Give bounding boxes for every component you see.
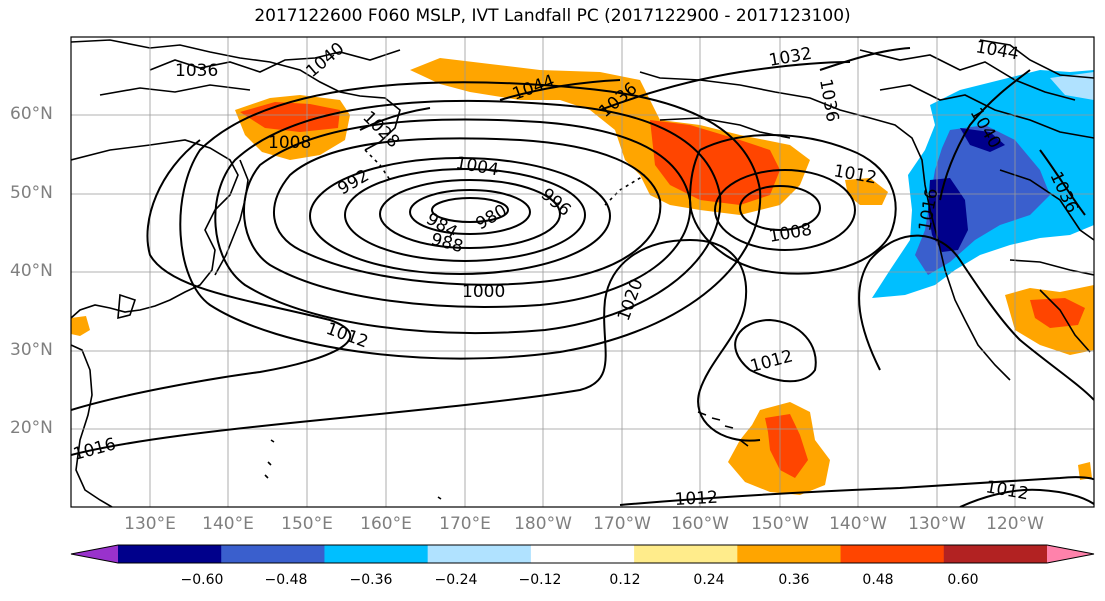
colorbar-tick-label: −0.48 [264,572,308,588]
colorbar-segment [221,545,325,563]
lon-label: 130°W [908,514,966,534]
colorbar-tick-label: 0.12 [609,572,641,588]
lat-label: 20°N [10,418,53,438]
isobar-label: 1012 [674,488,718,510]
isobar-label: 1036 [175,61,218,81]
colorbar-segment [737,545,842,563]
colorbar-extend-max [1047,545,1094,563]
lon-label: 130°E [124,514,176,534]
colorbar-segment [324,545,429,563]
colorbar-segment [530,545,635,563]
lat-label: 60°N [10,104,53,124]
isobar-label: 1000 [462,282,505,302]
colorbar-tick-label: −0.60 [180,572,224,588]
lon-label: 160°E [360,514,412,534]
colorbar-segment [840,545,945,563]
colorbar-tick-label: 0.24 [693,572,725,588]
isobar-label: 1008 [268,133,311,153]
colorbar-tick-label: 0.60 [947,572,979,588]
lon-label: 120°W [986,514,1044,534]
colorbar-segment [943,545,1048,563]
lon-label: 140°W [829,514,887,534]
lon-label: 160°W [671,514,729,534]
lon-label: 150°W [751,514,809,534]
colorbar-tick-label: 0.48 [862,572,894,588]
colorbar-outline [70,544,1095,564]
lon-label: 170°E [439,514,491,534]
lat-label: 40°N [10,261,53,281]
colorbar-tick-label: −0.12 [518,572,562,588]
lat-label: 50°N [10,183,53,203]
lon-label: 180°W [514,514,572,534]
coastlines [71,39,1094,507]
map-title: 2017122600 F060 MSLP, IVT Landfall PC (2… [254,6,851,26]
lon-label: 150°E [281,514,333,534]
ivt-negative-shading [872,70,1094,298]
map-panel: 1036 1040 1044 1036 1032 1036 1044 1040 … [71,37,1094,510]
lat-label: 30°N [10,340,53,360]
colorbar-tick-label: −0.24 [434,572,478,588]
colorbar-tick-label: −0.36 [349,572,393,588]
islands [264,149,749,500]
colorbar-segment [118,545,222,563]
lon-label: 140°E [202,514,254,534]
colorbar-segment [634,545,738,563]
colorbar-segment [427,545,532,563]
colorbar-extend-min [71,545,118,563]
colorbar-tick-label: 0.36 [778,572,810,588]
colorbar [70,544,1095,564]
lon-label: 170°W [593,514,651,534]
land-isobars [99,49,1094,276]
mslp-isobars [71,47,1094,507]
